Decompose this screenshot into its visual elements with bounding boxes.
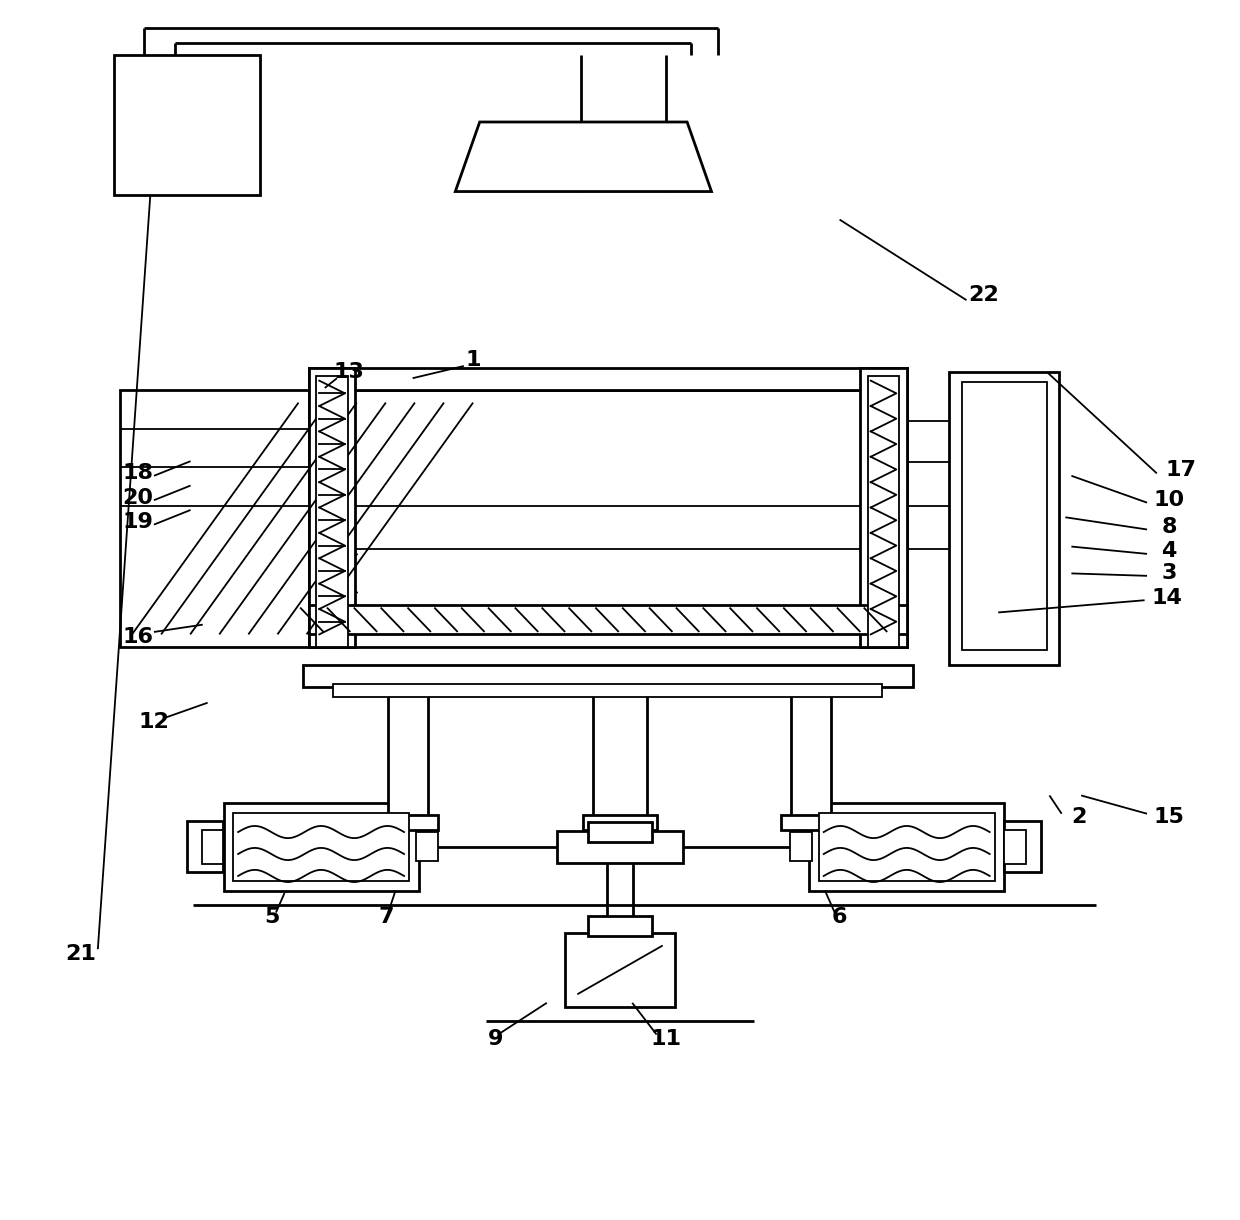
Bar bbox=[303, 665, 913, 687]
Text: 16: 16 bbox=[123, 627, 154, 647]
Text: 5: 5 bbox=[264, 908, 280, 927]
Text: 6: 6 bbox=[832, 908, 847, 927]
Bar bbox=[593, 687, 647, 817]
Text: 15: 15 bbox=[1153, 808, 1184, 827]
Bar bbox=[388, 687, 429, 817]
Bar bbox=[861, 368, 906, 647]
Bar bbox=[790, 832, 811, 861]
Text: 18: 18 bbox=[123, 464, 154, 483]
Bar bbox=[588, 916, 652, 936]
Text: 3: 3 bbox=[1162, 564, 1177, 583]
Bar bbox=[961, 382, 1047, 650]
Bar bbox=[334, 684, 883, 697]
Bar bbox=[187, 821, 223, 872]
Text: 8: 8 bbox=[1161, 517, 1177, 537]
Text: 1: 1 bbox=[466, 350, 481, 370]
Bar bbox=[781, 815, 841, 830]
Polygon shape bbox=[455, 122, 712, 192]
Text: 2: 2 bbox=[1071, 808, 1086, 827]
Bar bbox=[223, 803, 419, 891]
Text: 21: 21 bbox=[66, 944, 97, 964]
Bar bbox=[309, 368, 906, 390]
Text: 14: 14 bbox=[1151, 588, 1182, 608]
Text: 4: 4 bbox=[1162, 542, 1177, 561]
Bar bbox=[818, 813, 994, 881]
Text: 11: 11 bbox=[651, 1030, 682, 1049]
Text: 13: 13 bbox=[334, 362, 365, 382]
Text: 9: 9 bbox=[487, 1030, 503, 1049]
Bar bbox=[309, 368, 355, 647]
Bar bbox=[588, 822, 652, 842]
Bar bbox=[791, 687, 831, 817]
Bar bbox=[565, 933, 675, 1006]
Text: 19: 19 bbox=[123, 512, 154, 532]
Text: 22: 22 bbox=[968, 285, 999, 305]
Bar bbox=[557, 831, 683, 863]
Bar bbox=[309, 605, 906, 634]
Bar bbox=[950, 372, 1059, 665]
Text: 10: 10 bbox=[1153, 490, 1184, 510]
Text: 17: 17 bbox=[1166, 460, 1197, 479]
Bar bbox=[378, 815, 438, 830]
Bar bbox=[233, 813, 409, 881]
Text: 12: 12 bbox=[139, 712, 170, 732]
Bar bbox=[120, 390, 309, 647]
Bar bbox=[114, 55, 260, 195]
Bar bbox=[316, 376, 348, 647]
Bar bbox=[1004, 830, 1027, 864]
Text: 20: 20 bbox=[123, 488, 154, 508]
Bar bbox=[868, 376, 899, 647]
Text: 7: 7 bbox=[378, 908, 393, 927]
Bar bbox=[309, 390, 906, 647]
Bar bbox=[808, 803, 1004, 891]
Bar bbox=[417, 832, 438, 861]
Bar bbox=[202, 830, 223, 864]
Bar bbox=[1004, 821, 1040, 872]
Bar bbox=[583, 815, 657, 830]
